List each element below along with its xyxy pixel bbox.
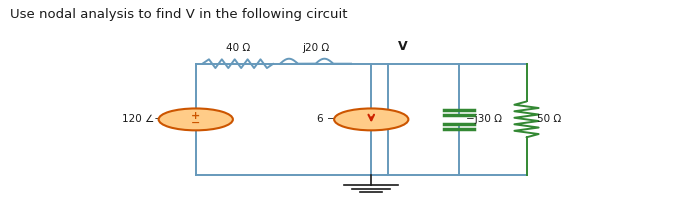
Text: −: − xyxy=(191,118,200,128)
Circle shape xyxy=(334,108,408,130)
Text: 120 ∠−15° V: 120 ∠−15° V xyxy=(122,114,192,124)
Text: 40 Ω: 40 Ω xyxy=(226,43,250,53)
Text: +: + xyxy=(191,111,200,121)
Text: 50 Ω: 50 Ω xyxy=(537,114,561,124)
Text: −j30 Ω: −j30 Ω xyxy=(466,114,502,124)
Text: V: V xyxy=(398,40,408,53)
Text: Use nodal analysis to find V in the following circuit: Use nodal analysis to find V in the foll… xyxy=(10,8,348,21)
Text: 6 −30° A: 6 −30° A xyxy=(317,114,365,124)
Text: j20 Ω: j20 Ω xyxy=(302,43,329,53)
Circle shape xyxy=(159,108,233,130)
